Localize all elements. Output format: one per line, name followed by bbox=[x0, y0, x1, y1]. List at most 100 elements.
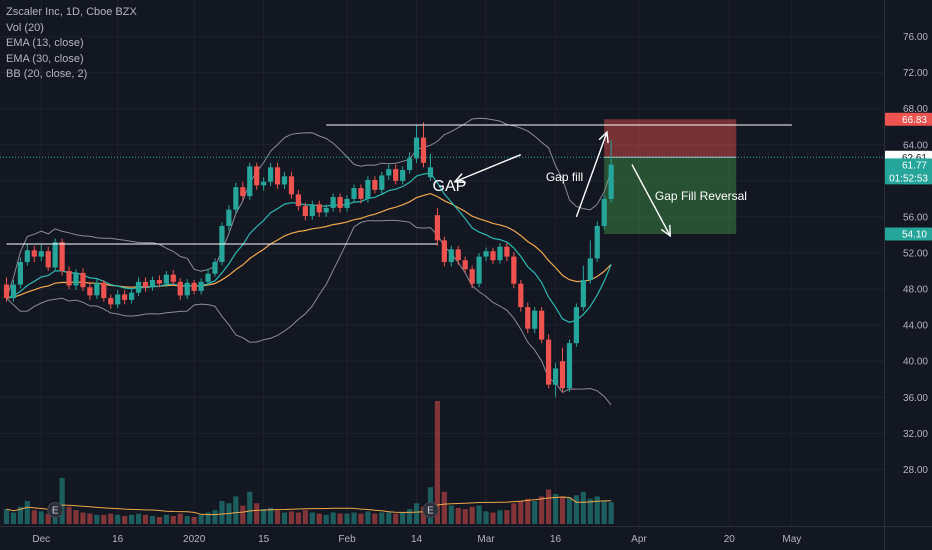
price-label-badge bbox=[885, 112, 932, 126]
volume-bar bbox=[163, 514, 169, 524]
candle-body bbox=[504, 246, 510, 257]
candle-body bbox=[274, 167, 281, 185]
candle-body bbox=[295, 194, 301, 207]
candle-body bbox=[608, 164, 614, 199]
candle-body bbox=[59, 242, 65, 272]
candle-body bbox=[316, 204, 322, 213]
candle-body bbox=[17, 262, 23, 285]
price-tick-label: 56.00 bbox=[903, 212, 928, 223]
volume-bar bbox=[386, 512, 392, 524]
gap-fill-label: Gap fill bbox=[546, 170, 583, 184]
volume-bar bbox=[219, 501, 225, 524]
time-tick-label: Mar bbox=[477, 534, 495, 545]
time-tick-label: Dec bbox=[32, 534, 50, 545]
price-tick-label: 52.00 bbox=[903, 248, 928, 259]
candle-body bbox=[566, 343, 573, 389]
volume-bar bbox=[448, 505, 454, 524]
candle-body bbox=[483, 251, 489, 257]
legend-title[interactable]: Zscaler Inc, 1D, Cboe BZX bbox=[6, 6, 137, 18]
volume-bar bbox=[365, 511, 371, 524]
price-label-value: 62.61 bbox=[902, 153, 927, 164]
time-tick-label: May bbox=[782, 534, 801, 545]
candle-body bbox=[407, 158, 413, 171]
volume-bar bbox=[420, 506, 427, 524]
candle-body bbox=[476, 256, 482, 284]
candle-body bbox=[24, 250, 30, 263]
candle-body bbox=[420, 137, 427, 163]
volume-bar bbox=[198, 514, 204, 524]
candle-body bbox=[525, 307, 531, 329]
candle-body bbox=[441, 240, 447, 263]
candle-body bbox=[80, 272, 86, 288]
time-tick-label: Apr bbox=[631, 534, 647, 545]
volume-bar bbox=[177, 513, 183, 524]
candle-body bbox=[386, 169, 392, 176]
candle-body bbox=[288, 176, 295, 195]
time-tick-label: 15 bbox=[258, 534, 270, 545]
candle-body bbox=[594, 225, 600, 259]
gap-reversal-label: Gap Fill Reversal bbox=[655, 189, 747, 203]
volume-bar bbox=[59, 478, 65, 524]
candle-body bbox=[365, 179, 371, 199]
candle-body bbox=[309, 204, 315, 217]
volume-bar bbox=[469, 506, 475, 524]
candle-body bbox=[427, 167, 434, 178]
plot-area bbox=[0, 0, 884, 526]
volume-bar bbox=[344, 513, 350, 524]
volume-bar bbox=[94, 514, 100, 524]
volume-bar bbox=[407, 509, 413, 524]
legend-ema30[interactable]: EMA (30, close) bbox=[6, 52, 84, 65]
gap-reversal-arrow-head bbox=[660, 224, 671, 238]
candle-body bbox=[142, 281, 149, 288]
volume-bar bbox=[552, 494, 559, 524]
candle-body bbox=[344, 198, 350, 208]
legend-ema13[interactable]: EMA (13, close) bbox=[6, 37, 84, 49]
candle-body bbox=[198, 281, 204, 291]
price-label-value: 66.83 bbox=[902, 115, 927, 126]
time-tick-label: 20 bbox=[724, 534, 736, 545]
price-countdown: 01:52:53 bbox=[889, 173, 928, 184]
gap-arrow-head bbox=[453, 173, 466, 184]
time-tick-label: 16 bbox=[550, 534, 562, 545]
candle-body bbox=[330, 197, 336, 208]
volume-bar bbox=[122, 515, 128, 524]
candle-body bbox=[448, 249, 454, 263]
candle-body bbox=[518, 283, 524, 308]
candle-body bbox=[38, 251, 44, 257]
candle-body bbox=[3, 284, 10, 299]
candle-body bbox=[129, 292, 135, 300]
volume-bar bbox=[10, 512, 17, 524]
candle-body bbox=[337, 197, 343, 208]
candle-body bbox=[156, 280, 162, 284]
legend-bollinger[interactable]: BB (20, close, 2) bbox=[6, 68, 88, 80]
candle-body bbox=[94, 282, 100, 296]
candle-body bbox=[191, 282, 197, 291]
price-tick-label: 32.00 bbox=[903, 429, 928, 440]
volume-bar bbox=[323, 514, 329, 524]
volume-bar bbox=[247, 491, 253, 524]
candle-body bbox=[205, 273, 211, 282]
candle-body bbox=[462, 260, 468, 270]
candle-body bbox=[108, 298, 114, 305]
volume-bar bbox=[80, 512, 86, 524]
volume-bar bbox=[268, 507, 274, 524]
candle-body bbox=[497, 246, 503, 261]
volume-bar bbox=[205, 512, 211, 524]
volume-bar bbox=[101, 514, 107, 524]
ema13-line bbox=[6, 172, 612, 323]
price-tick-label: 44.00 bbox=[903, 321, 928, 332]
volume-bar bbox=[587, 498, 593, 524]
volume-bar bbox=[191, 517, 197, 524]
candle-body bbox=[490, 251, 496, 261]
gap-reversal-arrow bbox=[631, 164, 671, 237]
price-tick-label: 76.00 bbox=[903, 32, 928, 43]
candle-body bbox=[379, 175, 385, 190]
candle-body bbox=[358, 188, 364, 199]
volume-bar bbox=[149, 515, 156, 524]
legend-volume[interactable]: Vol (20) bbox=[6, 21, 44, 34]
candle-body bbox=[546, 339, 552, 385]
candle-body bbox=[240, 187, 246, 197]
volume-bar bbox=[87, 513, 93, 524]
volume-bar bbox=[441, 491, 447, 524]
